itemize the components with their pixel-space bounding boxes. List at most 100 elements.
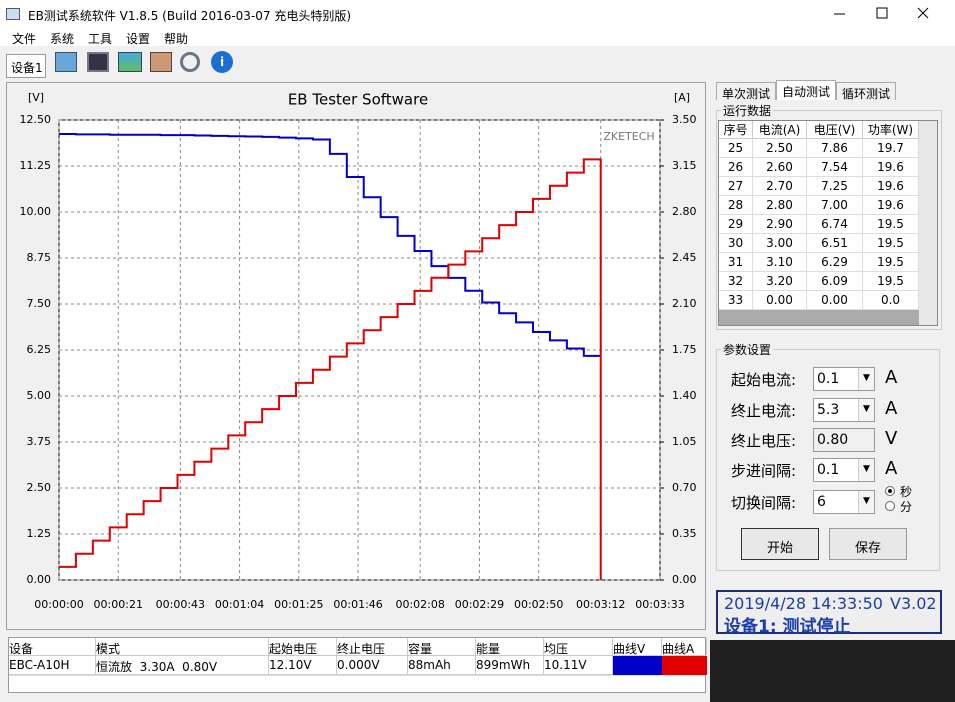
menu-item[interactable]: 系统 (50, 32, 75, 46)
field-unit: V (885, 428, 898, 449)
table-cell: 26 (719, 158, 753, 177)
field-input[interactable]: 5.3 ▼ (813, 398, 875, 422)
tools-icon[interactable] (150, 52, 172, 72)
menu-item[interactable]: 帮助 (164, 32, 189, 46)
table-cell: 7.86 (807, 139, 863, 158)
search-icon[interactable] (180, 52, 200, 72)
scrollbar[interactable] (919, 121, 937, 325)
x-tick-label: 00:01:46 (333, 598, 382, 611)
y-tick-label: 6.25 (27, 343, 52, 356)
table-cell: 29 (719, 215, 753, 234)
save-icon[interactable] (87, 52, 109, 72)
y2-tick-label: 1.75 (672, 343, 697, 356)
series-line (59, 132, 601, 357)
table-header: 曲线V (613, 638, 662, 656)
field-input[interactable]: 0.80 (813, 428, 875, 452)
table-cell: 19.7 (863, 139, 919, 158)
x-tick-label: 00:00:21 (94, 598, 143, 611)
tab[interactable]: 循环测试 (836, 82, 896, 101)
tab[interactable]: 自动测试 (776, 80, 836, 100)
field-input[interactable]: 0.1 ▼ (813, 458, 875, 482)
x-tick-label: 00:03:33 (635, 598, 684, 611)
watermark: ZKETECH (603, 130, 654, 143)
y2-tick-label: 1.40 (672, 389, 697, 402)
curve-color (662, 656, 707, 675)
x-tick-label: 00:02:29 (455, 598, 504, 611)
window-title: EB测试系统软件 V1.8.5 (Build 2016-03-07 充电头特别版… (28, 9, 352, 23)
chart-panel: EB Tester Software [V] [A] ZKETECH 0.00 1… (6, 82, 706, 630)
dropdown-arrow[interactable]: ▼ (858, 491, 874, 513)
table-cell: 0.0 (863, 291, 919, 310)
radio[interactable] (885, 486, 895, 496)
table-header: 能量 (476, 638, 544, 656)
table-cell: 恒流放 3.30A 0.80V (96, 656, 269, 675)
maximize[interactable] (876, 7, 888, 19)
menu-bar: 文件 系统 工具 设置 帮助 (0, 30, 955, 46)
radio-label[interactable]: 秒 (900, 485, 913, 499)
table-cell: 6.29 (807, 253, 863, 272)
desktop-background (710, 640, 955, 702)
table-cell: 2.80 (753, 196, 807, 215)
open-icon[interactable] (55, 52, 77, 72)
table-cell: 7.25 (807, 177, 863, 196)
table-header: 终止电压 (337, 638, 408, 656)
menu-item[interactable]: 设置 (126, 32, 151, 46)
y2-tick-label: 3.15 (672, 159, 697, 172)
menu-item[interactable]: 文件 (12, 32, 37, 46)
table-cell: 6.74 (807, 215, 863, 234)
field-unit: A (885, 367, 898, 388)
status-datetime: 2019/4/28 14:33:50 (724, 594, 883, 613)
series-line (59, 158, 602, 580)
field-label: 终止电压: (731, 432, 797, 450)
field-value: 0.1 (817, 462, 840, 478)
x-tick-label: 00:01:25 (274, 598, 323, 611)
radio-label[interactable]: 分 (900, 500, 913, 514)
table-cell: EBC-A10H (9, 656, 96, 675)
table-header: 电压(V) (807, 121, 863, 139)
table-header: 起始电压 (269, 638, 337, 656)
table-cell: 19.5 (863, 215, 919, 234)
field-input[interactable]: 6 ▼ (813, 490, 875, 514)
menu-item[interactable]: 工具 (88, 32, 113, 46)
button[interactable]: 保存 (829, 528, 907, 560)
app-icon (6, 8, 20, 20)
table-header: 电流(A) (753, 121, 807, 139)
table-cell: 33 (719, 291, 753, 310)
run-data-group: 运行数据 (716, 102, 942, 330)
table-cell: 19.6 (863, 158, 919, 177)
y2-tick-label: 1.05 (672, 435, 697, 448)
tab[interactable]: 单次测试 (716, 82, 776, 101)
table-header: 序号 (719, 121, 753, 139)
y-tick-label: 2.50 (27, 481, 52, 494)
close[interactable] (917, 7, 929, 19)
y2-axis-label: [A] (674, 91, 690, 104)
y-tick-label: 1.25 (27, 527, 52, 540)
chart: EB Tester Software [V] [A] ZKETECH 0.00 1… (20, 91, 697, 612)
table-header: 均压 (544, 638, 613, 656)
dropdown-arrow[interactable]: ▼ (858, 399, 874, 421)
image-icon[interactable] (118, 52, 142, 72)
field-value: 6 (817, 494, 826, 510)
field-value: 5.3 (817, 402, 840, 418)
group-title: 运行数据 (721, 102, 774, 119)
dropdown-arrow[interactable]: ▼ (858, 368, 874, 390)
button[interactable]: 开始 (741, 528, 819, 560)
x-tick-label: 00:02:08 (395, 598, 444, 611)
y2-tick-label: 0.00 (672, 573, 697, 586)
status-version: V3.02 (890, 594, 937, 613)
table-cell: 19.5 (863, 253, 919, 272)
table-cell: 2.60 (753, 158, 807, 177)
table-cell: 31 (719, 253, 753, 272)
run-data-table: 序号 电流(A) 电压(V) 功率(W) 25 2.50 7.86 19.7 26 2.60 7.5… (718, 120, 938, 326)
x-tick-label: 00:01:04 (215, 598, 264, 611)
table-cell: 88mAh (408, 656, 476, 675)
device-tab[interactable]: 设备1 (6, 54, 46, 78)
table-cell: 2.50 (753, 139, 807, 158)
y2-tick-label: 3.50 (672, 113, 697, 126)
radio[interactable] (885, 501, 895, 511)
field-input[interactable]: 0.1 ▼ (813, 367, 875, 391)
summary-table: 设备 模式 起始电压 终止电压 容量 能量 均压 曲线V 曲线A EBC-A10H 恒流放 3.30… (8, 637, 707, 693)
window-controls[interactable] (820, 0, 955, 30)
dropdown-arrow[interactable]: ▼ (858, 459, 874, 481)
info-icon[interactable]: i (211, 51, 233, 73)
